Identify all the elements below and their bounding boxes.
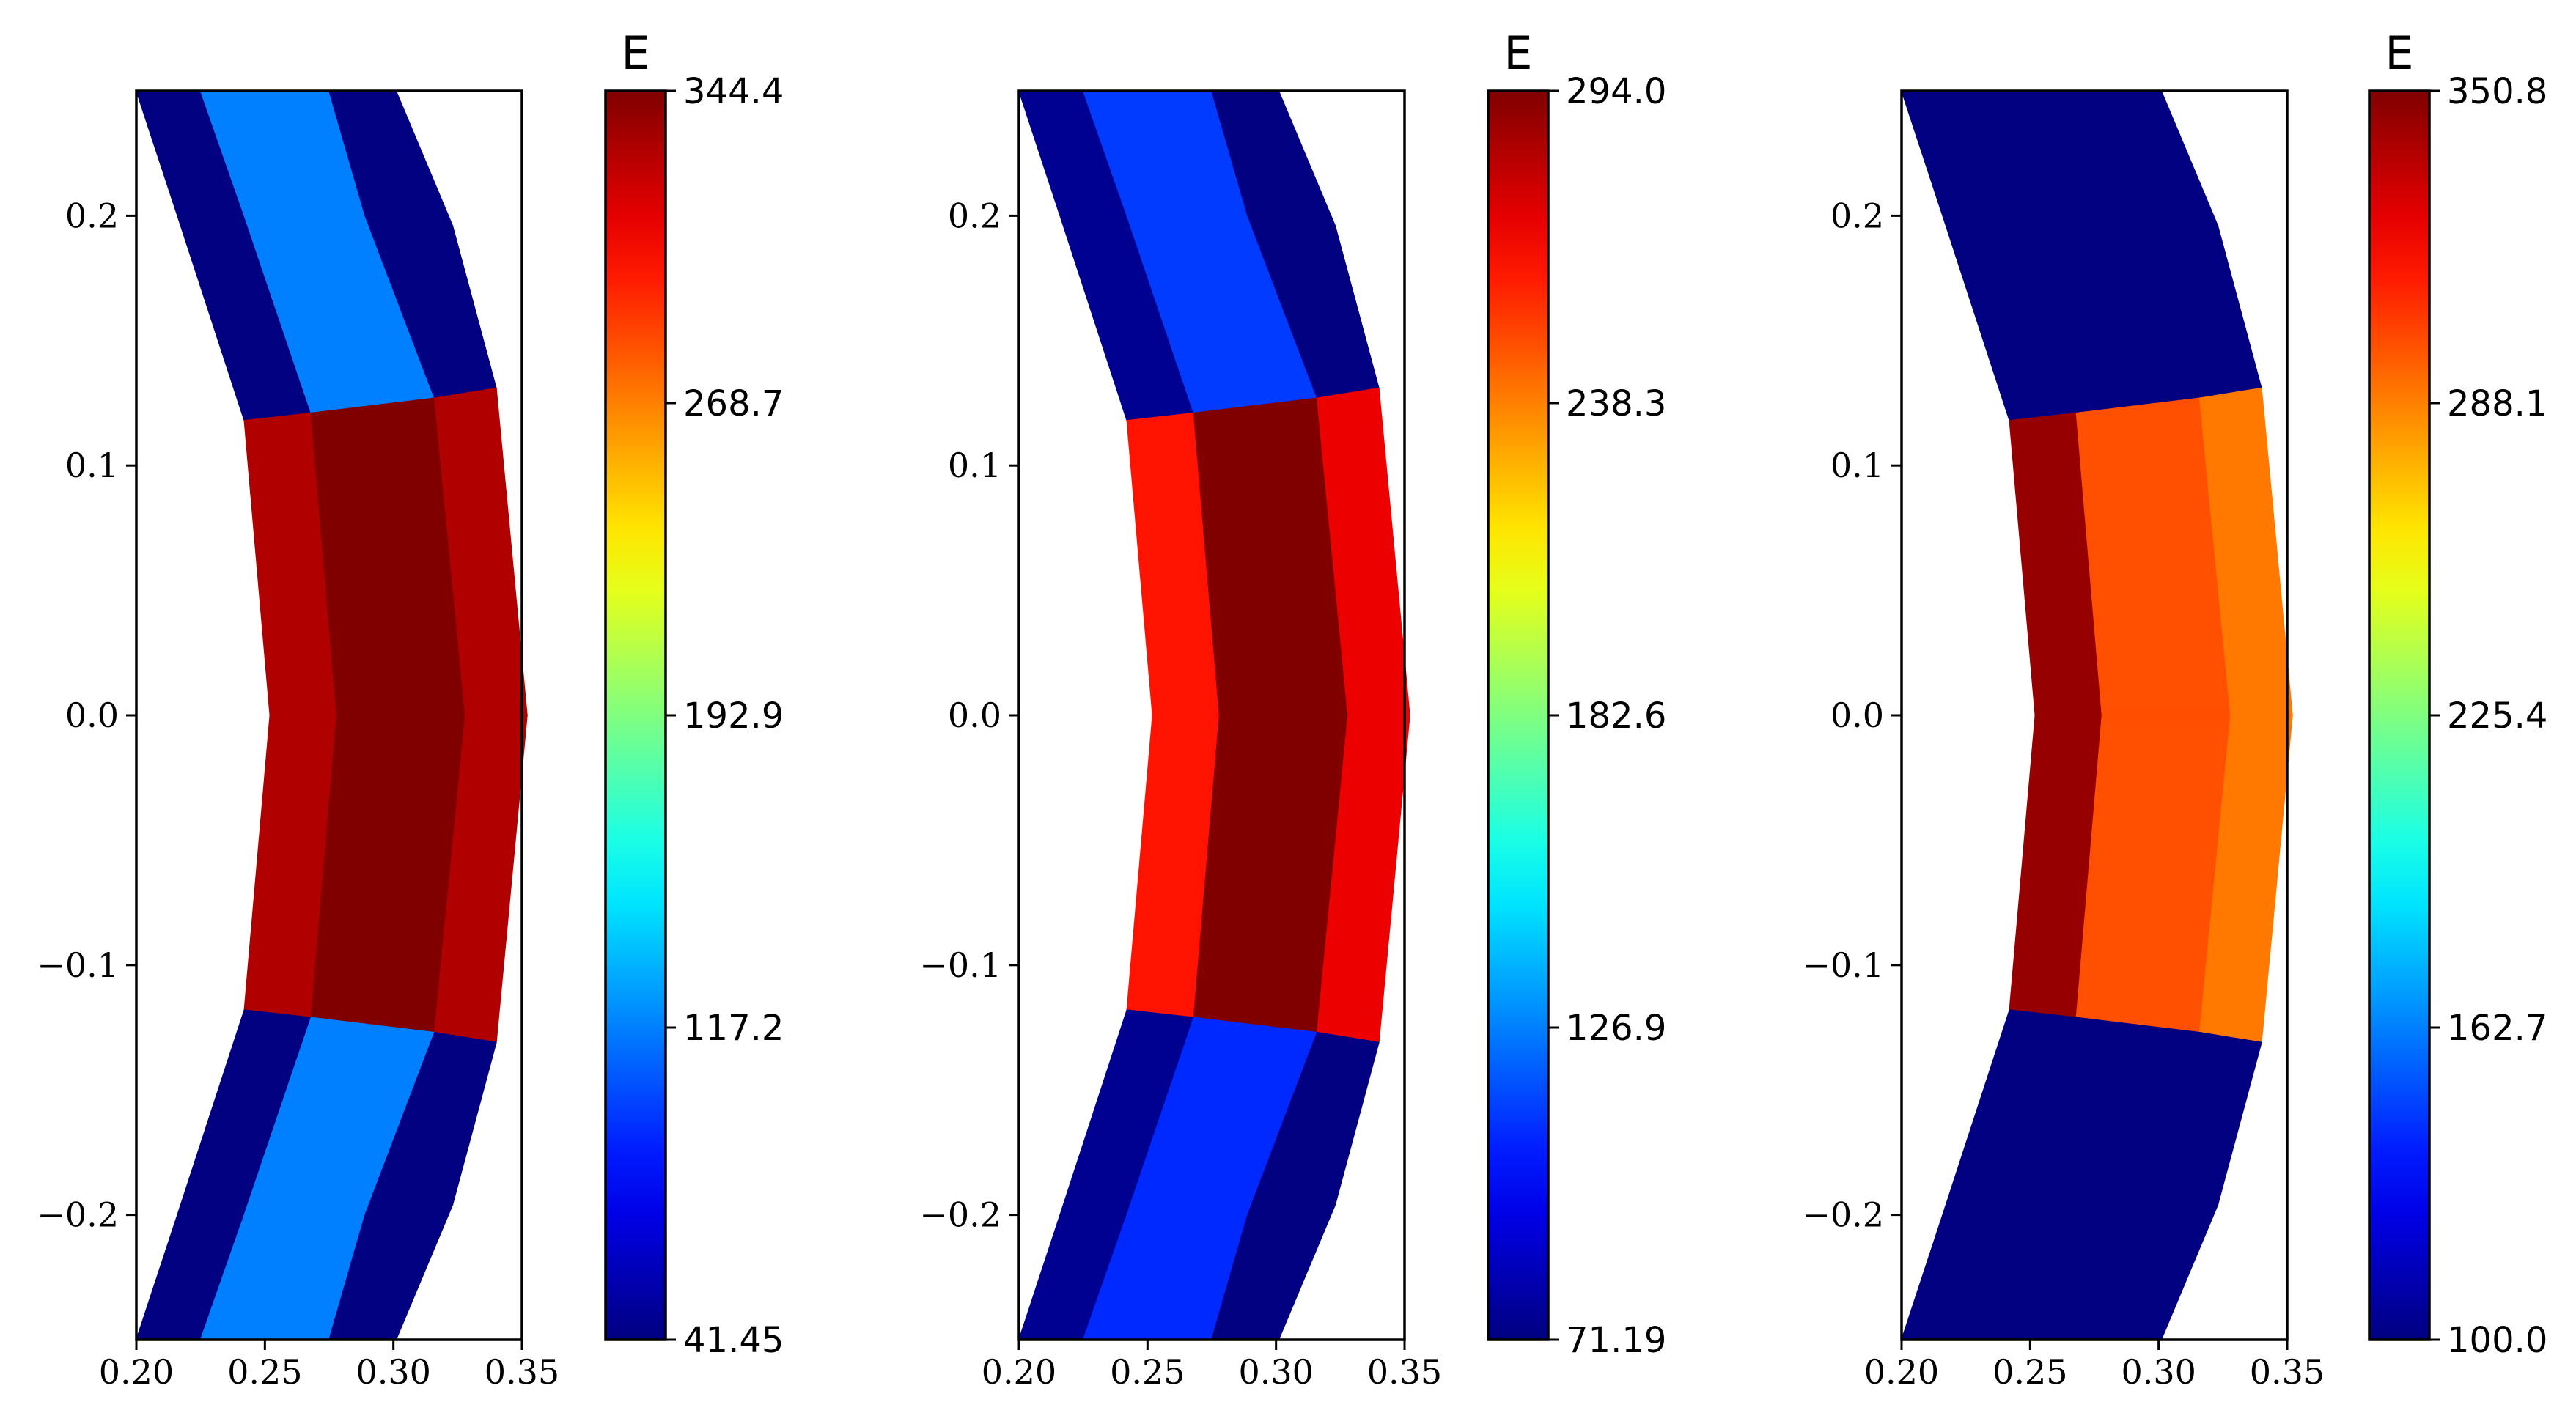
y-tick-label: 0.0: [948, 696, 1001, 735]
colorbar-tick-label: 71.19: [1566, 1320, 1666, 1361]
colorbar-tick-label: 117.2: [683, 1008, 784, 1049]
colorbar-tick-label: 225.4: [2447, 696, 2547, 737]
chart-panel-2: 0.20 0.25 0.30 0.35 −0.2 −0.1 0.0 0.1 0.2 71.19 12…: [919, 26, 1666, 1392]
colorbar-title: E: [621, 26, 649, 80]
x-tick-label: 0.20: [982, 1352, 1056, 1392]
colorbar-tick-label: 344.4: [683, 71, 784, 112]
y-tick-label: −0.2: [1802, 1195, 1884, 1235]
colorbar-tick-label: 162.7: [2447, 1008, 2547, 1049]
colorbar-tick-label: 288.1: [2447, 383, 2547, 424]
x-tick-label: 0.20: [99, 1352, 174, 1392]
colorbar-tick-label: 294.0: [1566, 71, 1666, 112]
x-tick-label: 0.25: [1992, 1352, 2067, 1392]
x-tick-label: 0.35: [2250, 1352, 2325, 1392]
y-tick-label: 0.2: [1830, 196, 1884, 235]
x-tick-label: 0.30: [356, 1352, 430, 1392]
colorbar-tick-label: 192.9: [683, 696, 784, 737]
x-tick-label: 0.35: [1367, 1352, 1442, 1392]
chart-panel-3: 0.20 0.25 0.30 0.35 −0.2 −0.1 0.0 0.1 0.2 100.0 16…: [1802, 26, 2547, 1392]
colorbar: [1487, 89, 1550, 1341]
colorbar-title: E: [1504, 26, 1532, 80]
y-tick-label: 0.1: [65, 446, 119, 485]
colorbar-tick-label: 268.7: [683, 383, 784, 424]
y-tick-label: 0.1: [1830, 446, 1884, 485]
x-tick-label: 0.30: [2121, 1352, 2196, 1392]
colorbar: [2368, 89, 2431, 1341]
y-tick-label: 0.2: [948, 196, 1001, 235]
y-tick-label: 0.0: [1830, 696, 1884, 735]
colorbar: [604, 89, 667, 1341]
x-tick-label: 0.30: [1238, 1352, 1313, 1392]
y-tick-label: −0.1: [37, 945, 119, 985]
colorbar-tick-label: 238.3: [1566, 383, 1666, 424]
x-tick-label: 0.25: [227, 1352, 302, 1392]
y-tick-label: −0.2: [37, 1195, 119, 1235]
y-tick-label: 0.0: [65, 696, 119, 735]
colorbar-tick-label: 100.0: [2447, 1320, 2547, 1361]
x-tick-label: 0.25: [1110, 1352, 1185, 1392]
y-tick-label: 0.2: [65, 196, 119, 235]
y-tick-label: −0.1: [1802, 945, 1884, 985]
y-tick-label: 0.1: [948, 446, 1001, 485]
y-tick-label: −0.2: [919, 1195, 1001, 1235]
colorbar-tick-label: 350.8: [2447, 71, 2547, 112]
x-tick-label: 0.20: [1864, 1352, 1939, 1392]
colorbar-tick-label: 182.6: [1566, 696, 1666, 737]
x-tick-label: 0.35: [485, 1352, 559, 1392]
chart-panel-1: 0.20 0.25 0.30 0.35 −0.2 −0.1 0.0 0.1 0.2 41.45 11…: [37, 26, 784, 1392]
colorbar-title: E: [2385, 26, 2413, 80]
colorbar-tick-label: 126.9: [1566, 1008, 1666, 1049]
colorbar-tick-label: 41.45: [683, 1320, 784, 1361]
y-tick-label: −0.1: [919, 945, 1001, 985]
